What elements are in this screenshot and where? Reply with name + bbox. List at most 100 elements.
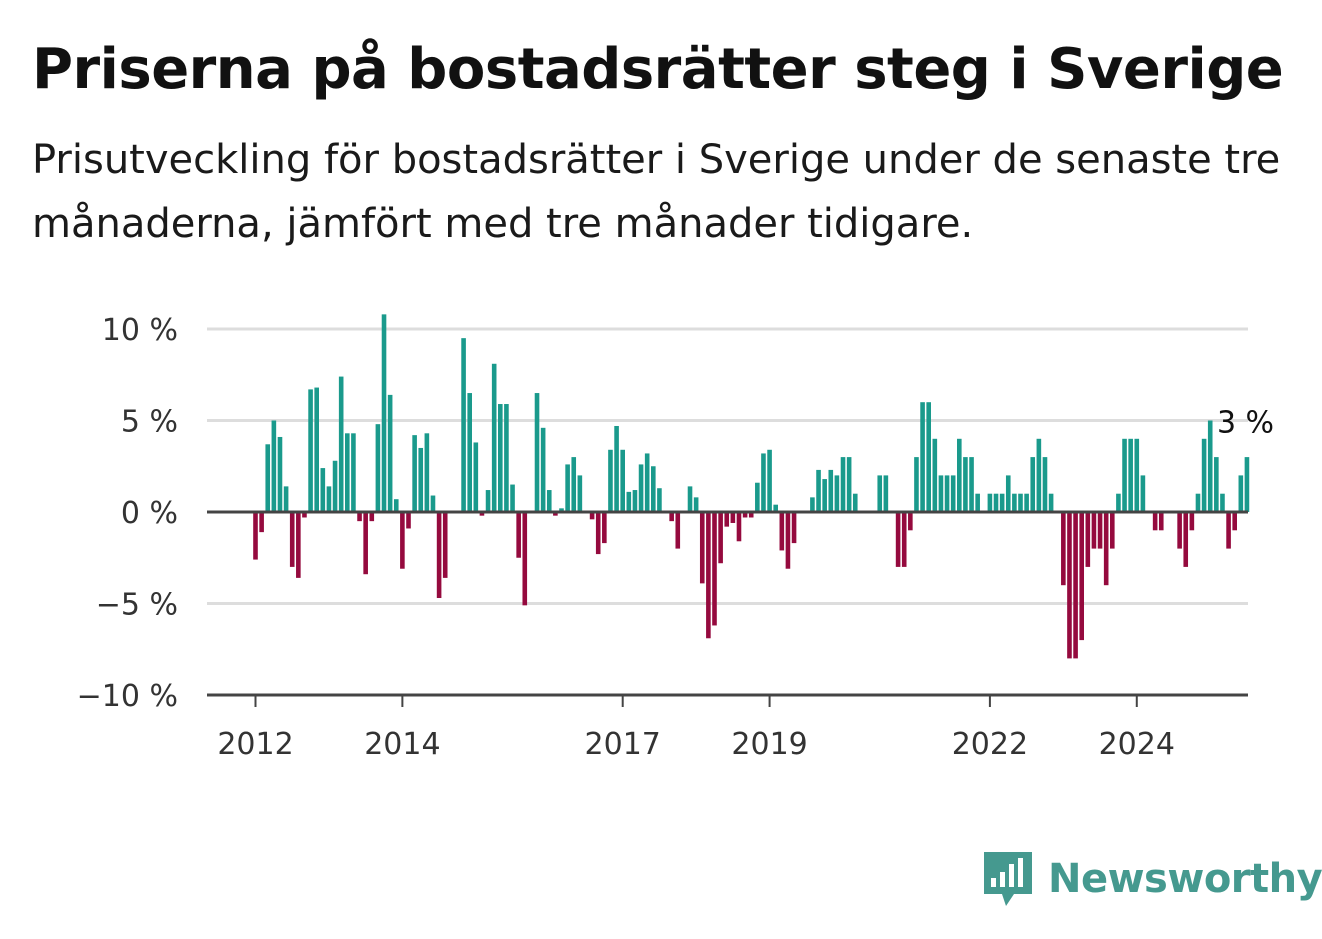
bar [332,460,338,512]
bar [957,438,962,512]
bar [338,376,344,512]
bar [767,449,772,512]
bar [1005,475,1011,512]
bar [920,402,925,512]
bar [363,512,368,575]
bar [944,475,950,512]
bars [253,314,1250,659]
bar [828,469,834,512]
bar [693,497,699,512]
bar [779,512,785,551]
bar [1061,512,1066,586]
bar [516,512,521,558]
y-tick-label: −5 % [96,588,178,623]
bar [1128,438,1133,512]
y-tick-label: 10 % [102,313,178,348]
bar [1134,438,1140,512]
grid-lines [207,327,1248,605]
bar [852,493,858,512]
bar [712,512,717,626]
bar [1214,457,1219,512]
bar [559,508,564,512]
bar [1042,457,1048,512]
bar [1183,512,1189,567]
bar [1018,493,1023,512]
bar [479,512,485,516]
x-tick-label: 2019 [731,727,807,762]
bar [326,486,332,512]
bar [608,449,613,512]
bar [877,475,883,512]
bar [718,512,723,564]
bar [638,464,644,512]
bar [400,512,405,569]
axes [207,510,1248,707]
bar [589,512,595,520]
bar [644,453,650,512]
bar [296,512,301,578]
bar [1226,512,1231,549]
bar [791,512,797,544]
bar [785,512,791,569]
bar [908,512,913,531]
bar [1079,512,1084,641]
bar-chart-speech-bubble-icon [984,852,1032,906]
bar [773,504,778,512]
bar [1024,493,1029,512]
bar [987,493,993,512]
bar [436,512,442,599]
bar [1220,493,1225,512]
bar [1189,512,1195,531]
bar [699,512,705,584]
bar [1091,512,1097,549]
y-tick-label: 0 % [121,496,178,531]
bar [534,393,540,512]
bar [1085,512,1091,567]
bar [669,512,674,522]
bar [883,475,889,512]
bar [914,457,919,512]
bar [816,469,821,512]
bar [969,457,974,512]
bar [314,387,319,512]
x-tick-label: 2014 [364,727,440,762]
bar [1195,493,1201,512]
bar [485,490,491,512]
last-value-label: 3 % [1217,406,1274,441]
bar [761,453,766,512]
bar [926,402,931,512]
bar [1067,512,1072,659]
bar [571,457,577,512]
bar [901,512,907,567]
bar [675,512,681,549]
bar [840,457,846,512]
bar [1244,457,1250,512]
bar [730,512,736,523]
bar [895,512,901,567]
bar [357,512,362,522]
bar [271,420,277,512]
bar [491,363,497,512]
bar [620,449,625,512]
bar [993,493,999,512]
bar [430,495,436,512]
bar [706,512,711,639]
x-tick-label: 2012 [217,727,293,762]
bar [1140,475,1146,512]
bar [834,475,840,512]
bar [1103,512,1109,586]
bar [822,479,827,512]
bar [277,436,283,512]
bar [810,497,815,512]
bar [553,512,558,516]
x-tick-label: 2017 [585,727,661,762]
bar [1207,420,1213,512]
bar [1152,512,1158,531]
bar [461,338,466,512]
brand-logo: Newsworthy [980,848,1322,910]
bar [393,499,399,512]
bar [938,475,944,512]
bar [1073,512,1078,659]
bar [736,512,742,542]
bar [999,493,1005,512]
